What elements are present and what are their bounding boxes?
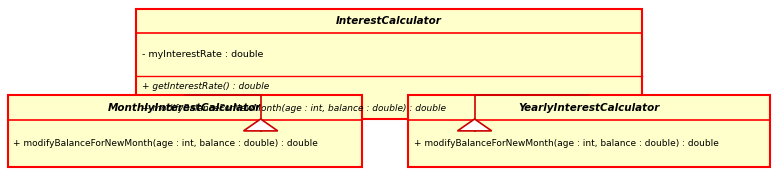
Text: - myInterestRate : double: - myInterestRate : double (142, 50, 263, 59)
Polygon shape (457, 119, 492, 131)
Text: InterestCalculator: InterestCalculator (336, 16, 442, 26)
Text: MonthlyInterestCalculator: MonthlyInterestCalculator (108, 103, 261, 113)
Polygon shape (244, 119, 278, 131)
Bar (408, 95, 770, 167)
Bar (136, 8, 642, 119)
Text: YearlyInterestCalculator: YearlyInterestCalculator (519, 103, 660, 113)
Bar (8, 95, 362, 167)
Text: + modifyBalanceForNewMonth(age : int, balance : double) : double: + modifyBalanceForNewMonth(age : int, ba… (142, 104, 446, 113)
Text: + modifyBalanceForNewMonth(age : int, balance : double) : double: + modifyBalanceForNewMonth(age : int, ba… (13, 139, 318, 148)
Text: + getInterestRate() : double: + getInterestRate() : double (142, 82, 269, 91)
Text: + modifyBalanceForNewMonth(age : int, balance : double) : double: + modifyBalanceForNewMonth(age : int, ba… (414, 139, 719, 148)
